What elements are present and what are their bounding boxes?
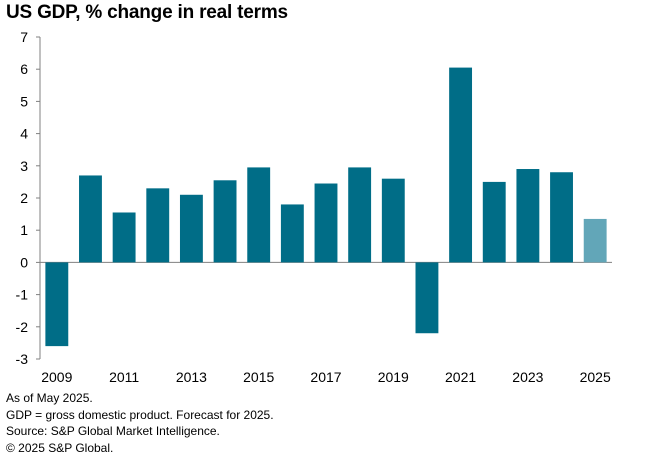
bar-2016 [280, 204, 304, 263]
bar-2011 [112, 212, 136, 263]
y-tick-label: 3 [20, 158, 28, 174]
y-tick-label: 1 [20, 222, 28, 238]
x-tick-label: 2025 [580, 369, 611, 385]
y-tick-label: 7 [20, 29, 28, 45]
bar-2018 [348, 167, 372, 263]
footnotes: As of May 2025. GDP = gross domestic pro… [6, 390, 274, 456]
bar-forecast-2025 [583, 218, 607, 263]
x-tick-label: 2011 [109, 369, 139, 385]
bar-2021 [449, 67, 473, 263]
footnote-as-of: As of May 2025. [6, 391, 93, 405]
x-tick-label: 2017 [310, 369, 341, 385]
footnote-source: Source: S&P Global Market Intelligence. [6, 424, 220, 438]
x-tick-label: 2023 [512, 369, 543, 385]
bars [45, 67, 607, 347]
y-tick-label: 2 [20, 190, 28, 206]
bar-2024 [550, 172, 573, 263]
bar-2009 [45, 262, 69, 347]
y-tick-label: -2 [16, 319, 29, 335]
y-tick-label: -3 [16, 351, 29, 367]
y-tick-labels: 7 6 5 4 3 2 1 0 -1 -2 -3 [16, 29, 29, 367]
bar-2013 [179, 194, 203, 263]
bar-2017 [314, 183, 338, 263]
bar-2014 [213, 180, 237, 263]
footnote-definition: GDP = gross domestic product. Forecast f… [6, 407, 274, 422]
y-tick-label: 6 [20, 61, 28, 77]
bar-2023 [516, 169, 540, 263]
y-tick-label: 5 [20, 93, 28, 109]
bar-2020 [415, 262, 439, 334]
y-tick-label: -1 [16, 287, 29, 303]
x-tick-label: 2019 [378, 369, 409, 385]
bar-2022 [482, 181, 506, 263]
bar-2019 [381, 178, 405, 263]
x-tick-label: 2013 [176, 369, 207, 385]
x-tick-label: 2015 [243, 369, 274, 385]
bar-2015 [247, 167, 271, 263]
y-tick-label: 0 [20, 254, 28, 270]
y-tick-label: 4 [20, 126, 28, 142]
footnote-copyright: © 2025 S&P Global. [6, 440, 114, 455]
chart-title: US GDP, % change in real terms [6, 2, 288, 23]
x-tick-label: 2021 [445, 369, 476, 385]
x-tick-label: 2009 [41, 369, 72, 385]
x-tick-labels: 2009 2011 2013 2015 2017 2019 2021 2023 2025 [41, 369, 611, 385]
bar-2010 [79, 175, 102, 263]
bar-2012 [146, 188, 170, 263]
